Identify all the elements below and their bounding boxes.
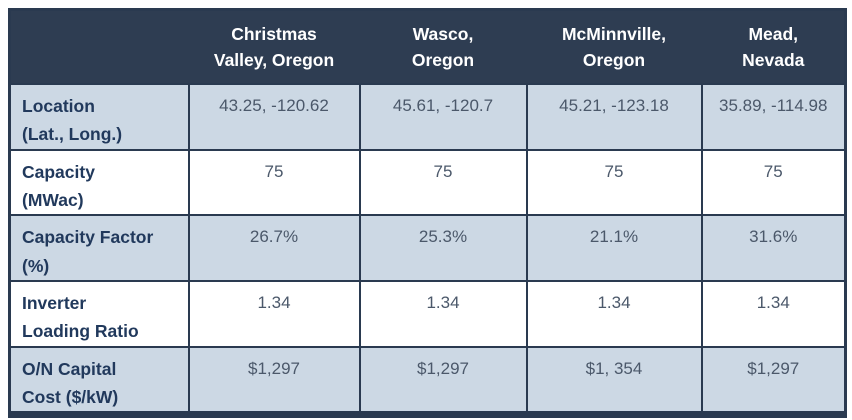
value-cell: 75: [187, 148, 361, 217]
column-header-line: Wasco,: [412, 23, 474, 44]
site-comparison-table: Christmas Valley, Oregon Wasco, Oregon M…: [8, 8, 847, 419]
row-label-line: Inverter: [22, 293, 87, 314]
row-label-line: Cost ($/kW): [22, 387, 119, 408]
value-cell: 1.34: [358, 280, 528, 348]
value-cell: 25.3%: [358, 214, 528, 283]
column-header-line: Oregon: [582, 50, 646, 70]
row-label-line: Location: [22, 96, 95, 116]
value-cell: 1.34: [525, 280, 703, 348]
value-cell: 75: [358, 148, 528, 217]
corner-blank-cell: [8, 8, 190, 85]
column-header-line: Mead,: [748, 23, 799, 44]
value-cell: $1, 354: [525, 345, 703, 416]
row-label-on-capital-cost: O/N Capital Cost ($/kW): [8, 345, 190, 416]
row-label-line: Capacity Factor: [22, 227, 154, 248]
header-row: Christmas Valley, Oregon Wasco, Oregon M…: [8, 8, 847, 85]
column-header-mead-nevada: Mead, Nevada: [700, 8, 847, 85]
site-comparison-table-container: Christmas Valley, Oregon Wasco, Oregon M…: [8, 8, 847, 419]
row-label-line: (MWac): [22, 190, 84, 211]
column-header-line: Nevada: [742, 50, 805, 70]
value-cell: 1.34: [187, 280, 361, 348]
value-cell: $1,297: [187, 345, 361, 416]
row-label-location: Location (Lat., Long.): [8, 83, 190, 151]
value-cell: 45.61, -120.7: [358, 83, 528, 151]
column-header-line: Christmas: [231, 23, 317, 44]
value-cell: 26.7%: [187, 214, 361, 283]
row-label-capacity-factor: Capacity Factor (%): [8, 214, 190, 283]
table-row-capacity-factor: Capacity Factor (%) 26.7% 25.3% 21.1% 31…: [8, 214, 847, 283]
value-cell: 35.89, -114.98: [700, 83, 847, 151]
column-header-line: Valley, Oregon: [213, 50, 335, 70]
column-header-line: McMinnville,: [561, 23, 667, 44]
table-row-location: Location (Lat., Long.) 43.25, -120.62 45…: [8, 83, 847, 151]
column-header-line: Oregon: [411, 50, 475, 70]
row-label-line: (Lat., Long.): [22, 124, 123, 145]
value-cell: 43.25, -120.62: [187, 83, 361, 151]
value-cell: 31.6%: [700, 214, 847, 283]
row-label-line: (%): [22, 255, 50, 276]
column-header-christmas-valley-oregon: Christmas Valley, Oregon: [187, 8, 361, 85]
value-cell: 45.21, -123.18: [525, 83, 703, 151]
value-cell: 75: [700, 148, 847, 217]
value-cell: 75: [525, 148, 703, 217]
table-row-capacity: Capacity (MWac) 75 75 75 75: [8, 148, 847, 217]
row-label-inverter-loading-ratio: Inverter Loading Ratio: [8, 280, 190, 348]
column-header-wasco-oregon: Wasco, Oregon: [358, 8, 528, 85]
value-cell: $1,297: [358, 345, 528, 416]
row-label-line: Capacity: [22, 161, 95, 182]
value-cell: 21.1%: [525, 214, 703, 283]
row-label-line: Loading Ratio: [22, 321, 139, 342]
value-cell: 1.34: [700, 280, 847, 348]
column-header-mcminnville-oregon: McMinnville, Oregon: [525, 8, 703, 85]
table-row-inverter-loading-ratio: Inverter Loading Ratio 1.34 1.34 1.34 1.…: [8, 280, 847, 348]
value-cell: $1,297: [700, 345, 847, 416]
row-label-capacity: Capacity (MWac): [8, 148, 190, 217]
table-row-on-capital-cost: O/N Capital Cost ($/kW) $1,297 $1,297 $1…: [8, 345, 847, 416]
row-label-line: O/N Capital: [22, 358, 117, 379]
